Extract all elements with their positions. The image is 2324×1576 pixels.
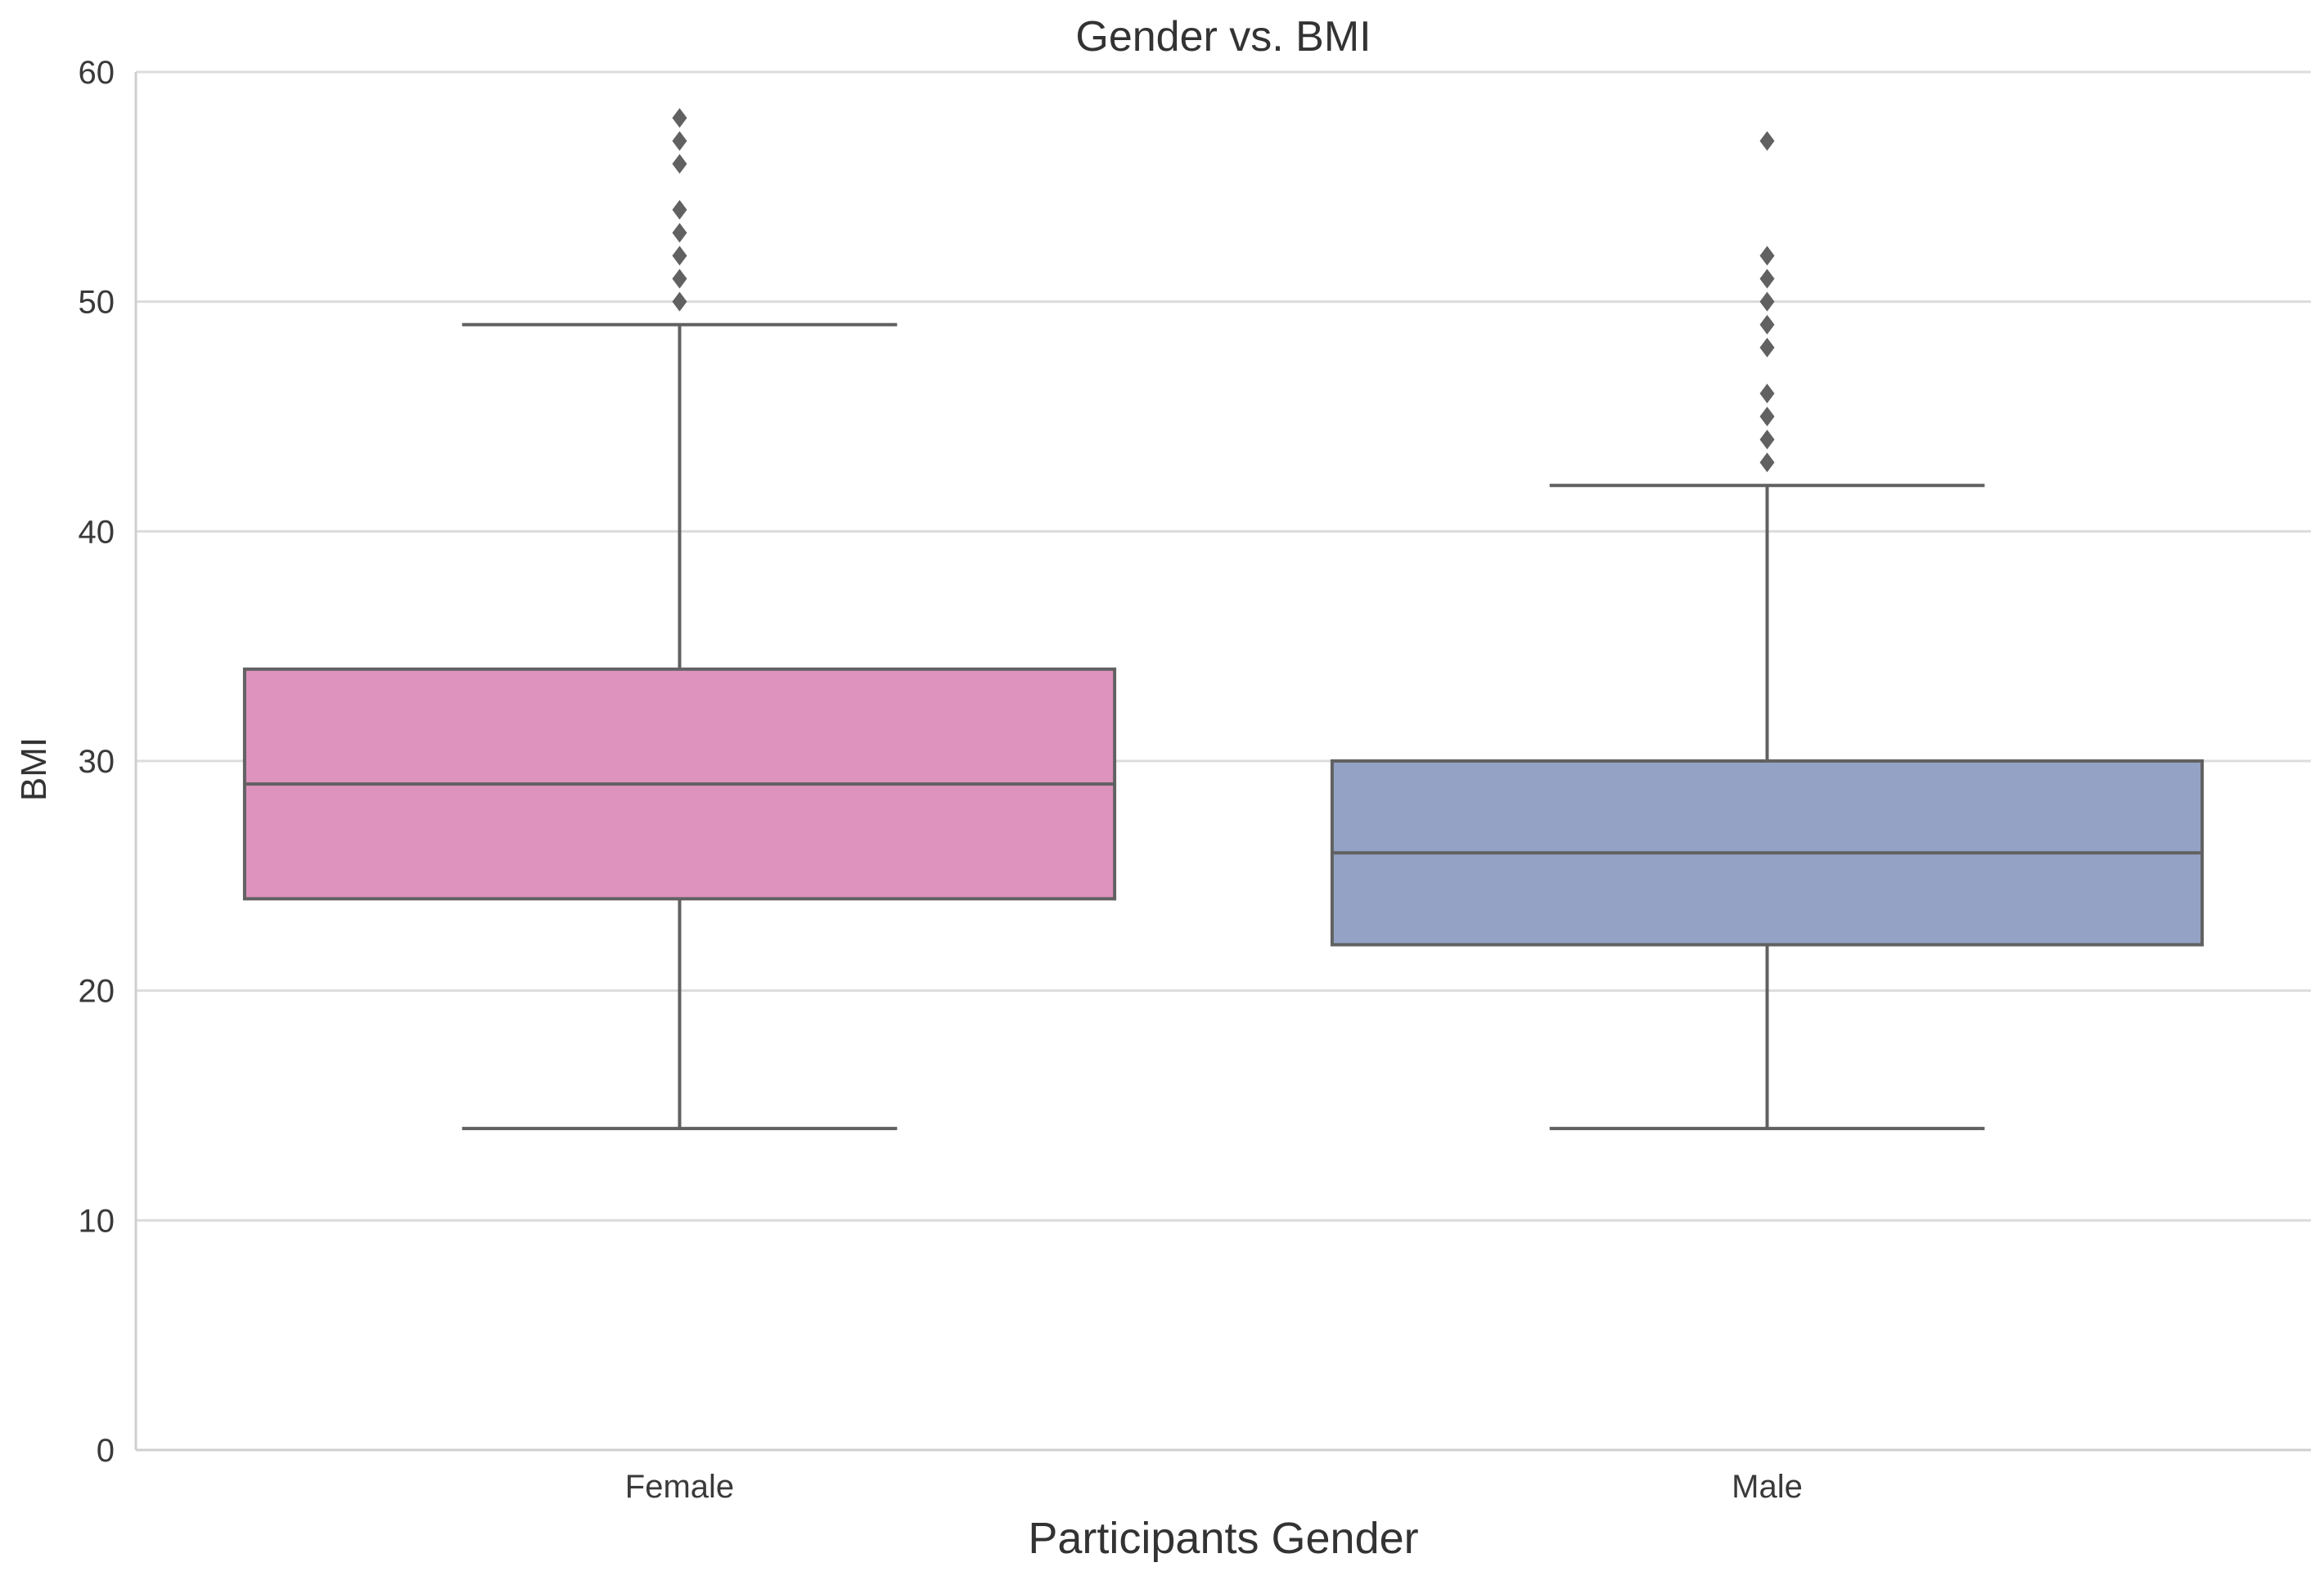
- box-group-female: [242, 108, 1117, 1131]
- outlier-point: [1759, 314, 1775, 335]
- outlier-point: [672, 108, 687, 128]
- y-tick-label: 0: [97, 1433, 115, 1469]
- outlier-point: [1759, 453, 1775, 473]
- outlier-point: [672, 223, 687, 243]
- y-tick-label: 20: [79, 974, 115, 1010]
- outlier-point: [1759, 291, 1775, 312]
- y-tick-label: 60: [79, 55, 115, 91]
- outlier-point: [672, 200, 687, 220]
- y-tick-label: 50: [79, 285, 115, 321]
- y-tick-label: 10: [79, 1203, 115, 1239]
- outlier-point: [672, 268, 687, 289]
- y-axis-label: BMI: [14, 737, 54, 801]
- outlier-point: [1759, 407, 1775, 426]
- y-tick-label: 40: [79, 514, 115, 550]
- x-axis-label: Participants Gender: [1028, 1514, 1418, 1563]
- outlier-point: [1759, 430, 1775, 450]
- outlier-point: [1759, 245, 1775, 266]
- box-group-male: [1330, 131, 2205, 1131]
- x-axis-ticks: Female Male: [625, 1469, 1803, 1505]
- x-tick-label: Male: [1732, 1469, 1803, 1505]
- outlier-point: [1759, 131, 1775, 151]
- chart-title: Gender vs. BMI: [1075, 13, 1371, 61]
- x-tick-label: Female: [625, 1469, 734, 1505]
- outlier-point: [672, 245, 687, 266]
- outlier-point: [672, 291, 687, 312]
- outlier-point: [672, 131, 687, 151]
- outlier-point: [1759, 337, 1775, 358]
- y-axis-ticks: 0 10 20 30 40 50 60: [79, 55, 115, 1469]
- boxes: [242, 108, 2205, 1131]
- outlier-point: [1759, 383, 1775, 403]
- outlier-point: [672, 154, 687, 174]
- outlier-point: [1759, 268, 1775, 289]
- y-tick-label: 30: [79, 744, 115, 780]
